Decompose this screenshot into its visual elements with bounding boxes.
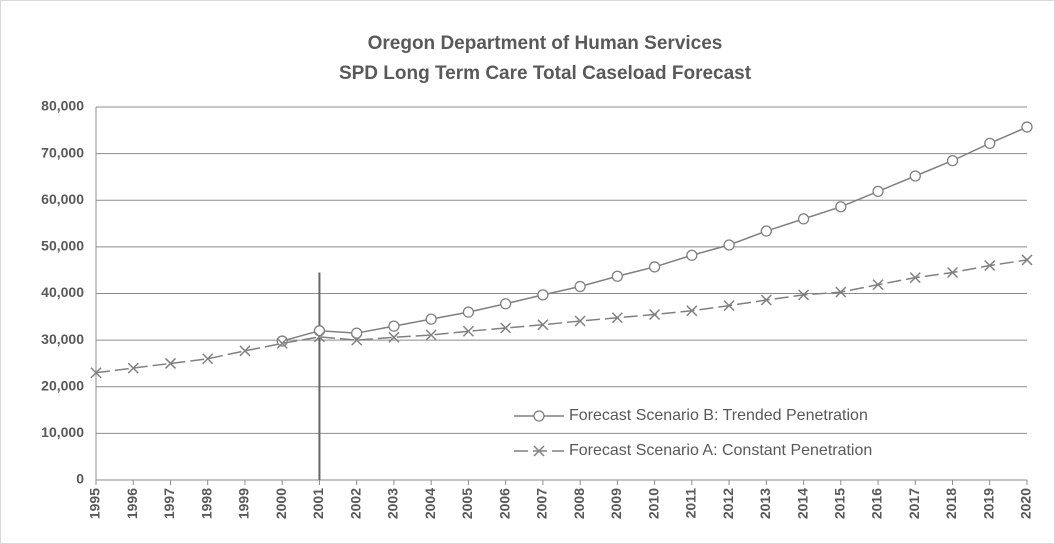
x-tick-label: 2009: [608, 488, 624, 519]
point: [351, 327, 363, 339]
point: [723, 300, 735, 312]
y-tick-label: 0: [76, 471, 84, 487]
point: [164, 357, 177, 369]
point: [984, 259, 996, 272]
x-tick-label: 2017: [906, 488, 922, 519]
x-tick-label: 2006: [496, 488, 512, 519]
x-tick-label: 1995: [87, 488, 103, 519]
point: [425, 313, 437, 325]
x-tick-label: 2015: [832, 488, 848, 519]
x-tick-label: 2020: [1018, 488, 1034, 519]
y-tick-label: 30,000: [41, 331, 84, 347]
point: [533, 410, 545, 422]
point: [835, 286, 847, 298]
point: [202, 353, 214, 365]
x-tick-label: 2014: [794, 488, 810, 519]
x-tick-label: 2016: [869, 488, 885, 519]
point: [500, 322, 512, 334]
point: [1021, 121, 1033, 133]
point: [574, 280, 586, 293]
x-tick-label: 2011: [683, 488, 699, 519]
x-tick-label: 2001: [310, 488, 326, 519]
y-tick-label: 70,000: [41, 144, 84, 160]
point: [462, 325, 474, 337]
point: [239, 345, 251, 357]
x-tick-label: 1997: [161, 488, 177, 519]
point: [686, 305, 698, 317]
point: [648, 261, 661, 273]
x-tick-label: 2005: [459, 488, 475, 519]
point: [872, 185, 884, 198]
point: [798, 289, 810, 301]
point: [984, 137, 996, 150]
point: [462, 306, 475, 318]
point: [872, 279, 884, 291]
point: [537, 319, 549, 331]
chart-title: Oregon Department of Human Services: [368, 33, 723, 54]
point: [909, 272, 921, 284]
x-tick-label: 2003: [385, 488, 401, 519]
point: [723, 239, 735, 251]
point: [760, 294, 772, 306]
legend-label: Forecast Scenario B: Trended Penetration: [569, 407, 868, 424]
y-tick-label: 50,000: [41, 238, 84, 254]
x-tick-label: 2002: [347, 488, 363, 519]
series-line: [95, 259, 1028, 374]
point: [760, 225, 772, 237]
x-tick-label: 2010: [645, 488, 661, 519]
x-tick-label: 1998: [198, 488, 214, 519]
x-tick-label: 2004: [422, 488, 438, 519]
point: [533, 445, 545, 457]
point: [388, 331, 400, 343]
point: [537, 289, 549, 301]
point: [686, 249, 698, 261]
x-tick-label: 2008: [571, 488, 587, 519]
point: [649, 308, 661, 321]
x-tick-label: 1999: [236, 488, 252, 519]
y-tick-label: 80,000: [41, 98, 84, 114]
point: [797, 213, 810, 225]
point: [351, 334, 363, 346]
point: [611, 270, 624, 282]
point: [909, 170, 921, 182]
point: [276, 337, 288, 349]
point: [1021, 254, 1033, 266]
x-tick-label: 2000: [273, 488, 289, 519]
point: [313, 331, 325, 343]
x-tick-label: 2019: [980, 488, 996, 519]
point: [611, 312, 623, 324]
point: [835, 201, 847, 213]
x-tick-label: 1996: [124, 488, 140, 519]
point: [127, 362, 139, 374]
y-tick-label: 60,000: [41, 191, 84, 207]
point: [499, 298, 512, 310]
x-tick-label: 2012: [720, 488, 736, 519]
point: [425, 329, 437, 341]
point: [388, 320, 400, 332]
x-tick-label: 2018: [943, 488, 959, 519]
chart-subtitle: SPD Long Term Care Total Caseload Foreca…: [339, 63, 752, 84]
point: [946, 266, 959, 279]
x-tick-label: 2007: [534, 488, 550, 519]
point: [313, 325, 326, 337]
y-tick-label: 40,000: [41, 284, 84, 300]
x-tick-label: 2013: [757, 488, 773, 519]
y-tick-label: 10,000: [41, 424, 84, 440]
point: [946, 154, 959, 167]
legend-label: Forecast Scenario A: Constant Penetratio…: [569, 442, 872, 459]
point: [574, 315, 586, 327]
point: [90, 367, 102, 379]
y-tick-label: 20,000: [41, 377, 84, 393]
